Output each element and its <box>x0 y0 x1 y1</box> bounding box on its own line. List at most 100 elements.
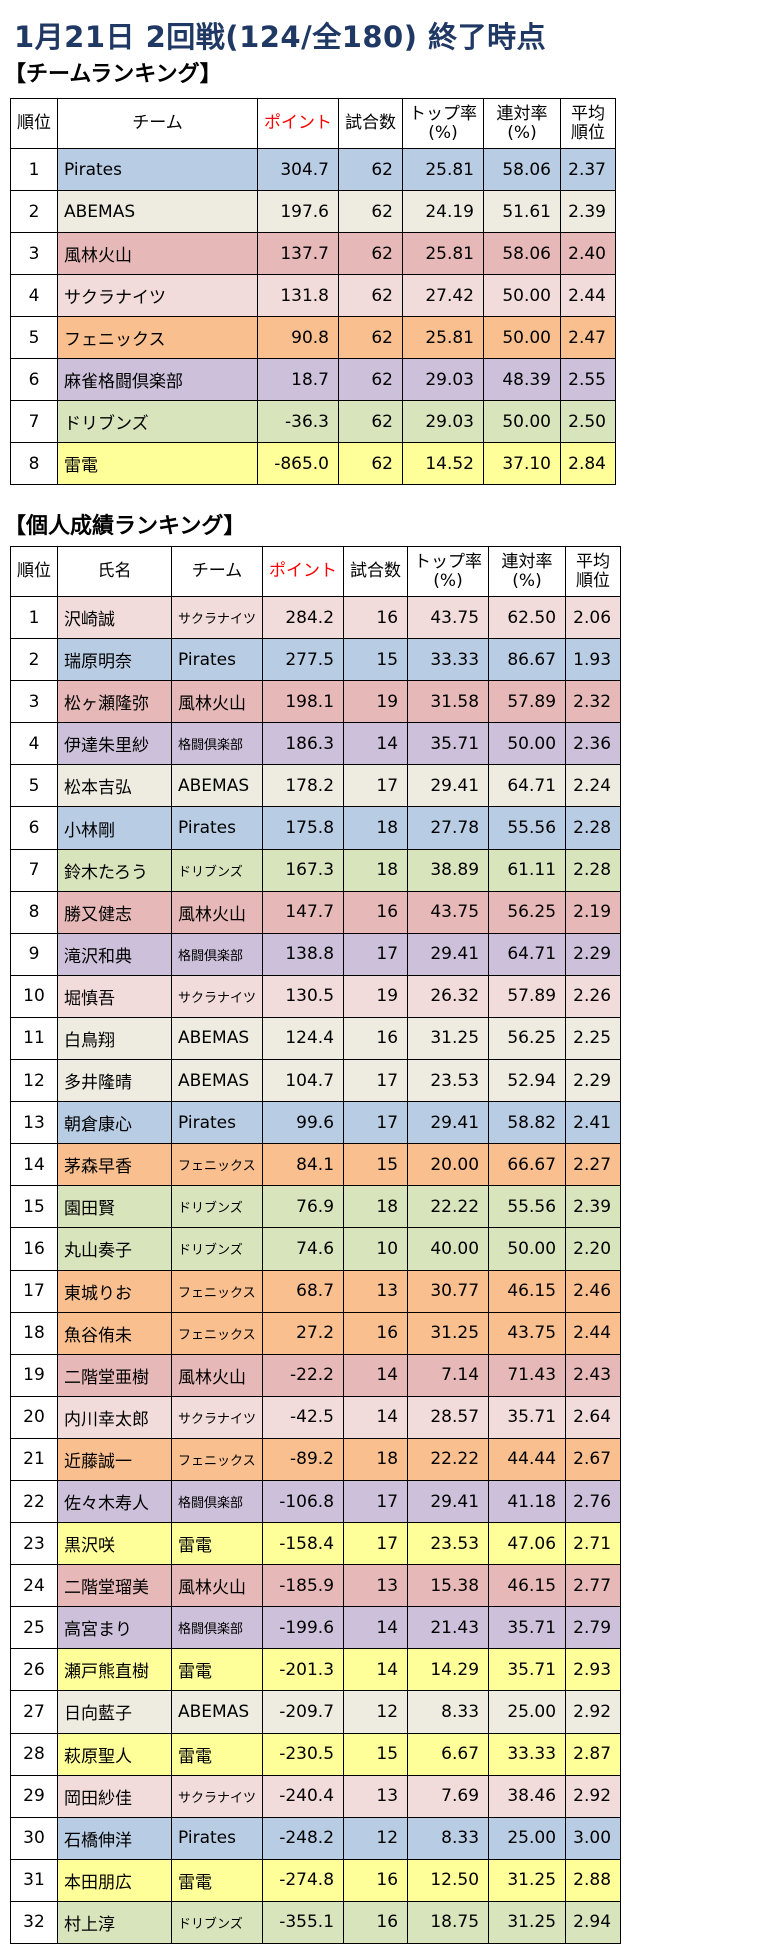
rank-cell: 15 <box>10 1185 58 1229</box>
player-row: 16 丸山奏子 ドリブンズ 74.6 10 40.00 50.00 2.20 <box>10 1227 622 1271</box>
player-name-cell: 萩原聖人 <box>57 1732 172 1776</box>
rank-cell: 25 <box>10 1606 58 1650</box>
rentai-rate-cell: 86.67 <box>488 638 567 682</box>
points-cell: -158.4 <box>262 1522 345 1566</box>
player-name-cell: 白鳥翔 <box>57 1016 172 1061</box>
rentai-rate-cell: 56.25 <box>488 890 567 934</box>
games-cell: 17 <box>343 932 409 976</box>
player-row: 1 沢崎誠 サクラナイツ 284.2 16 43.75 62.50 2.06 <box>10 595 622 640</box>
rank-cell: 8 <box>10 442 58 485</box>
top-rate-cell: 24.19 <box>402 190 484 233</box>
top-rate-cell: 23.53 <box>407 1059 490 1103</box>
player-name-cell: 本田朋広 <box>57 1858 172 1902</box>
games-cell: 62 <box>338 316 403 359</box>
points-cell: 74.6 <box>262 1227 345 1271</box>
top-rate-cell: 14.29 <box>407 1648 490 1692</box>
player-team-cell: サクラナイツ <box>170 1395 264 1439</box>
rank-cell: 30 <box>10 1816 58 1860</box>
rentai-rate-cell: 55.56 <box>488 806 567 850</box>
team-row: 4 サクラナイツ 131.8 62 27.42 50.00 2.44 <box>10 274 616 317</box>
header-games: 試合数 <box>343 546 409 597</box>
top-rate-cell: 43.75 <box>407 890 490 934</box>
player-name-cell: 村上淳 <box>57 1900 172 1945</box>
points-cell: 277.5 <box>262 638 345 682</box>
rank-cell: 24 <box>10 1564 58 1608</box>
header-name: 氏名 <box>57 546 172 597</box>
rentai-rate-cell: 55.56 <box>488 1185 567 1229</box>
player-table-header: 順位 氏名 チーム ポイント 試合数 トップ率 (%) 連対率 (%) 平均 順位 <box>10 546 622 597</box>
player-team-cell: フェニックス <box>170 1143 264 1187</box>
top-rate-cell: 7.14 <box>407 1353 490 1397</box>
player-row: 5 松本吉弘 ABEMAS 178.2 17 29.41 64.71 2.24 <box>10 764 622 808</box>
top-rate-cell: 8.33 <box>407 1690 490 1734</box>
player-team-cell: 風林火山 <box>170 1353 264 1397</box>
player-team-cell: 格闘倶楽部 <box>170 1606 264 1650</box>
player-row: 18 魚谷侑未 フェニックス 27.2 16 31.25 43.75 2.44 <box>10 1311 622 1355</box>
points-cell: 198.1 <box>262 680 345 724</box>
rank-cell: 22 <box>10 1479 58 1524</box>
rentai-rate-cell: 46.15 <box>488 1564 567 1608</box>
games-cell: 18 <box>343 806 409 850</box>
rank-cell: 3 <box>10 232 58 275</box>
player-team-cell: フェニックス <box>170 1311 264 1355</box>
points-cell: -240.4 <box>262 1774 345 1818</box>
points-cell: 18.7 <box>257 358 339 401</box>
team-row: 1 Pirates 304.7 62 25.81 58.06 2.37 <box>10 148 616 191</box>
games-cell: 16 <box>343 890 409 934</box>
player-name-cell: 堀慎吾 <box>57 974 172 1018</box>
player-name-cell: 滝沢和典 <box>57 932 172 976</box>
games-cell: 17 <box>343 1101 409 1145</box>
avg-rank-cell: 2.28 <box>565 848 622 892</box>
rank-cell: 5 <box>10 764 58 808</box>
games-cell: 13 <box>343 1564 409 1608</box>
player-name-cell: 瑞原明奈 <box>57 638 172 682</box>
player-team-cell: 風林火山 <box>170 890 264 934</box>
player-row: 4 伊達朱里紗 格闘倶楽部 186.3 14 35.71 50.00 2.36 <box>10 722 622 766</box>
rank-cell: 14 <box>10 1143 58 1187</box>
top-rate-cell: 28.57 <box>407 1395 490 1439</box>
rentai-rate-cell: 48.39 <box>483 358 561 401</box>
rentai-rate-cell: 64.71 <box>488 932 567 976</box>
team-row: 6 麻雀格闘倶楽部 18.7 62 29.03 48.39 2.55 <box>10 358 616 401</box>
rank-cell: 19 <box>10 1353 58 1397</box>
games-cell: 16 <box>343 1016 409 1061</box>
player-row: 20 内川幸太郎 サクラナイツ -42.5 14 28.57 35.71 2.64 <box>10 1395 622 1439</box>
avg-rank-cell: 2.77 <box>565 1564 622 1608</box>
player-row: 17 東城りお フェニックス 68.7 13 30.77 46.15 2.46 <box>10 1269 622 1313</box>
player-team-cell: ドリブンズ <box>170 1900 264 1945</box>
rank-cell: 5 <box>10 316 58 359</box>
games-cell: 62 <box>338 400 403 443</box>
player-name-cell: 日向藍子 <box>57 1690 172 1734</box>
avg-rank-cell: 2.46 <box>565 1269 622 1313</box>
player-name-cell: 松本吉弘 <box>57 764 172 808</box>
points-cell: -248.2 <box>262 1816 345 1860</box>
rentai-rate-cell: 50.00 <box>488 722 567 766</box>
team-ranking-table: 順位 チーム ポイント 試合数 トップ率 (%) 連対率 (%) 平均 順位 1 Pir… <box>10 98 616 485</box>
player-team-cell: ABEMAS <box>170 1690 264 1734</box>
team-row: 5 フェニックス 90.8 62 25.81 50.00 2.47 <box>10 316 616 359</box>
top-rate-cell: 7.69 <box>407 1774 490 1818</box>
top-rate-cell: 23.53 <box>407 1522 490 1566</box>
rank-cell: 29 <box>10 1774 58 1818</box>
games-cell: 17 <box>343 1479 409 1524</box>
player-row: 14 茅森早香 フェニックス 84.1 15 20.00 66.67 2.27 <box>10 1143 622 1187</box>
top-rate-cell: 15.38 <box>407 1564 490 1608</box>
top-rate-cell: 43.75 <box>407 595 490 640</box>
avg-rank-cell: 2.26 <box>565 974 622 1018</box>
rank-cell: 1 <box>10 148 58 191</box>
player-row: 19 二階堂亜樹 風林火山 -22.2 14 7.14 71.43 2.43 <box>10 1353 622 1397</box>
player-team-cell: 風林火山 <box>170 1564 264 1608</box>
header-avg-rank: 平均 順位 <box>565 546 622 597</box>
games-cell: 16 <box>343 1311 409 1355</box>
player-name-cell: 高宮まり <box>57 1606 172 1650</box>
rank-cell: 31 <box>10 1858 58 1902</box>
player-team-cell: サクラナイツ <box>170 595 264 640</box>
player-row: 11 白鳥翔 ABEMAS 124.4 16 31.25 56.25 2.25 <box>10 1016 622 1061</box>
header-games: 試合数 <box>338 98 403 149</box>
player-name-cell: 石橋伸洋 <box>57 1816 172 1860</box>
player-name-cell: 魚谷侑未 <box>57 1311 172 1355</box>
rank-cell: 23 <box>10 1522 58 1566</box>
avg-rank-cell: 2.87 <box>565 1732 622 1776</box>
games-cell: 15 <box>343 638 409 682</box>
header-points: ポイント <box>257 98 339 149</box>
